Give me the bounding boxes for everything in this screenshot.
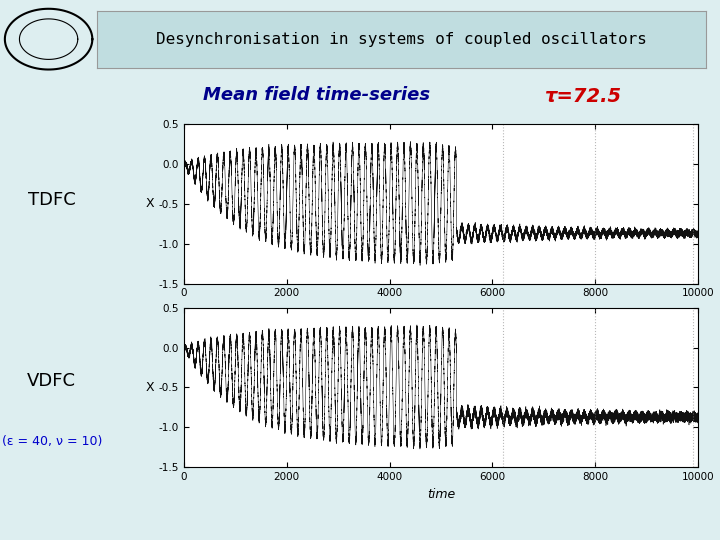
- Text: Mean field time-series: Mean field time-series: [202, 86, 430, 104]
- Text: (ε = 40, ν = 10): (ε = 40, ν = 10): [1, 435, 102, 449]
- Text: Desynchronisation in systems of coupled oscillators: Desynchronisation in systems of coupled …: [156, 32, 647, 46]
- Text: τ=72.5: τ=72.5: [545, 87, 623, 106]
- Text: TDFC: TDFC: [28, 191, 76, 209]
- Text: X: X: [146, 197, 155, 211]
- Text: X: X: [146, 381, 155, 394]
- X-axis label: time: time: [427, 488, 455, 501]
- Text: VDFC: VDFC: [27, 372, 76, 390]
